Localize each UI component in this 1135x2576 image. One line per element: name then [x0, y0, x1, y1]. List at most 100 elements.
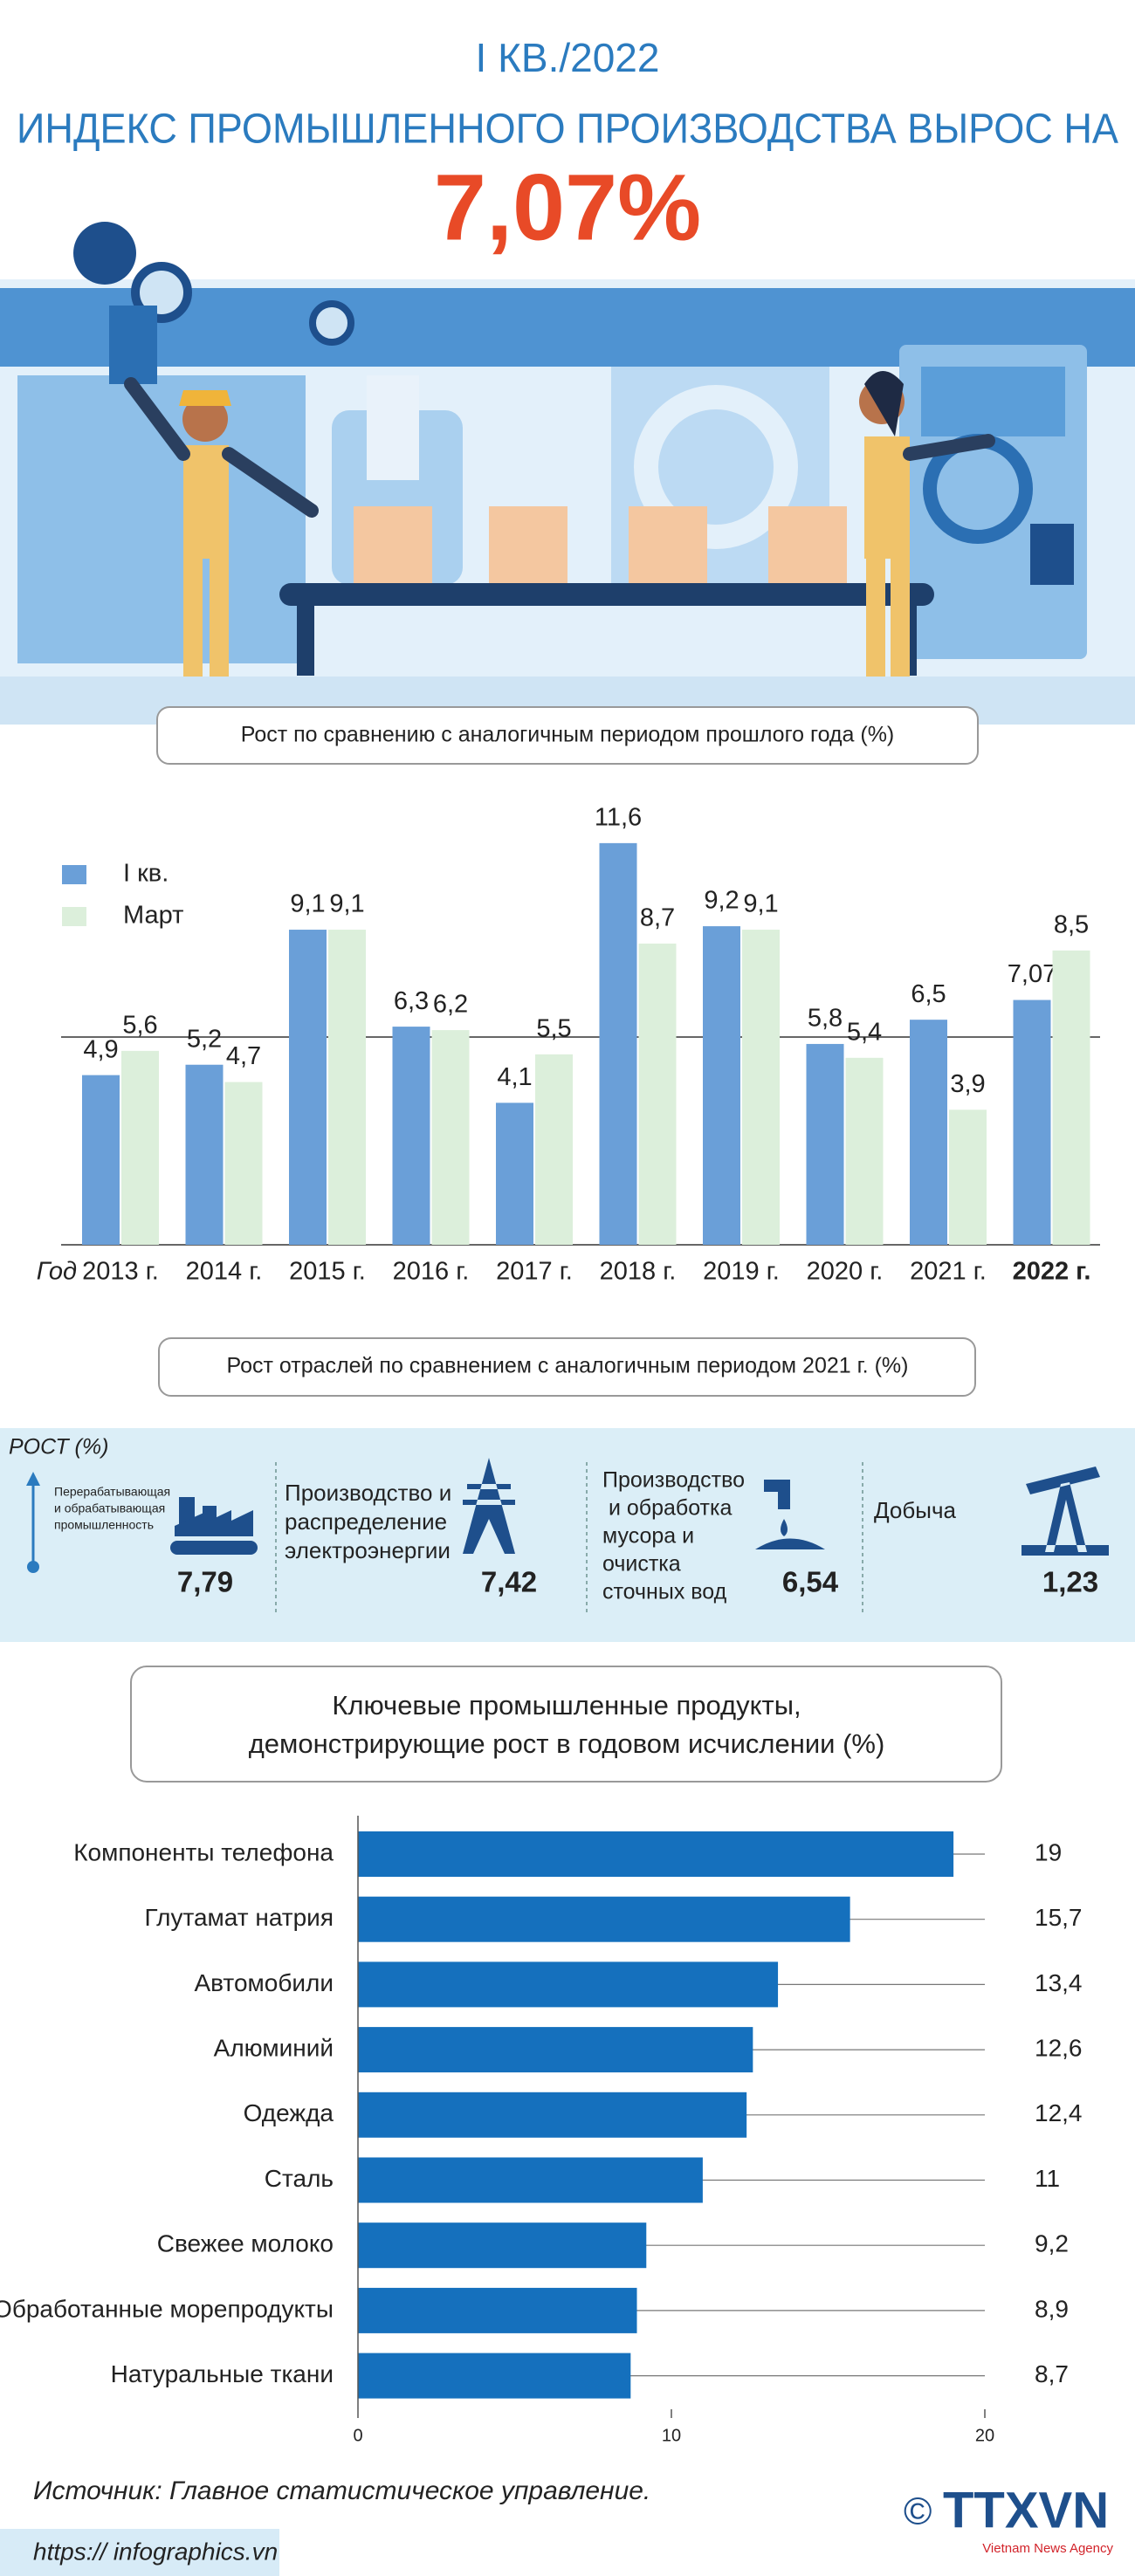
value-label: 8,7	[1035, 2360, 1069, 2387]
value-label: 12,6	[1035, 2034, 1083, 2061]
illustration	[0, 222, 1135, 725]
category-label: Автомобили	[195, 1969, 334, 1996]
category-label: Одежда	[244, 2099, 334, 2126]
bar	[358, 2157, 703, 2203]
bar	[328, 930, 366, 1245]
bar	[121, 1050, 159, 1245]
section-box	[130, 1666, 1002, 1783]
value-label: 4,7	[226, 1042, 261, 1070]
x-tick-label: 2016 г.	[393, 1258, 470, 1286]
value-label: 9,2	[1035, 2230, 1069, 2257]
value-label: 7,07	[1008, 960, 1056, 988]
bar	[358, 2287, 637, 2333]
x-tick-label: 2021 г.	[910, 1258, 987, 1286]
sector-value: 6,54	[782, 1566, 839, 1598]
value-label: 5,8	[808, 1005, 843, 1033]
url: https:// infographics.vn	[33, 2538, 278, 2565]
value-label: 11	[1035, 2165, 1060, 2192]
sector-label: и обрабатывающая	[54, 1501, 165, 1515]
separators	[275, 1462, 863, 1615]
bar	[358, 2027, 753, 2073]
section-box	[156, 706, 979, 765]
x-tick-label: 2017 г.	[496, 1258, 573, 1286]
bar	[496, 1103, 533, 1245]
x-tick-label: 2019 г.	[703, 1258, 780, 1286]
sector-label: очистка	[602, 1552, 681, 1577]
bar	[638, 943, 677, 1245]
bar	[535, 1054, 573, 1245]
x-tick-label: 10	[662, 2426, 681, 2445]
sectors-title: Рост отраслей по сравнением с аналогичны…	[227, 1354, 909, 1378]
bar	[358, 1831, 954, 1877]
x-tick-label: 2018 г.	[600, 1258, 677, 1286]
value-label: 11,6	[595, 804, 642, 832]
value-label: 9,1	[743, 890, 778, 918]
category-label: Сталь	[265, 2165, 334, 2192]
sector-label: Производство и	[285, 1480, 451, 1506]
bar	[358, 1961, 779, 2008]
legend-label: I кв.	[123, 860, 169, 888]
value-label: 4,1	[497, 1063, 532, 1091]
section-box	[158, 1337, 976, 1397]
value-label: 9,1	[290, 890, 325, 918]
x-tick-label: 2013 г.	[82, 1258, 159, 1286]
value-label: 4,9	[83, 1035, 118, 1063]
sector-label: распределение	[285, 1508, 447, 1535]
x-tick-label: 2014 г.	[186, 1258, 263, 1286]
sector-label: и обработка	[602, 1496, 732, 1521]
value-label: 15,7	[1035, 1904, 1083, 1931]
x-tick-label: 20	[975, 2426, 994, 2445]
bar	[1052, 950, 1090, 1245]
value-label: 9,2	[704, 887, 739, 915]
category-label: Компоненты телефона	[73, 1838, 334, 1865]
sector-label: Добыча	[874, 1497, 956, 1523]
bar	[358, 2092, 747, 2138]
logo: TTXVN	[943, 2482, 1109, 2538]
value-label: 5,5	[536, 1014, 571, 1042]
value-label: 13,4	[1035, 1969, 1083, 1996]
value-label: 5,2	[187, 1025, 222, 1053]
bar	[1013, 999, 1051, 1245]
value-label: 8,7	[640, 904, 675, 932]
value-label: 6,2	[433, 991, 468, 1019]
sector-value: 1,23	[1042, 1566, 1098, 1598]
legend-swatch	[62, 865, 86, 884]
value-label: 12,4	[1035, 2099, 1083, 2126]
bar-chart-title: Рост по сравнению с аналогичным периодом…	[241, 723, 895, 747]
sector-label: промышленность	[54, 1518, 154, 1532]
value-label: 5,6	[122, 1012, 157, 1040]
arrow-head	[26, 1472, 40, 1486]
bar	[845, 1057, 884, 1245]
value-label: 19	[1035, 1838, 1062, 1865]
x-axis-label: Год	[37, 1258, 77, 1286]
value-label: 6,3	[394, 987, 429, 1015]
sector-label: Производство	[602, 1468, 745, 1493]
legend-swatch	[62, 907, 86, 926]
value-label: 3,9	[950, 1070, 985, 1098]
bar	[358, 1896, 850, 1942]
bar	[703, 926, 740, 1245]
icons	[170, 1458, 1109, 1556]
logo-symbol: ©	[904, 2490, 932, 2533]
kicker: I КВ./2022	[476, 35, 660, 80]
sectors-axis-label: РОСТ (%)	[9, 1435, 108, 1460]
bar	[806, 1043, 844, 1245]
bar	[82, 1075, 120, 1245]
category-label: Обработанные морепродукты	[0, 2295, 334, 2322]
value-label: 8,9	[1035, 2295, 1069, 2322]
legend-label: Март	[123, 902, 183, 930]
sector-label: мусора и	[602, 1524, 694, 1549]
url-band	[0, 2529, 279, 2576]
sectors-band	[0, 1428, 1135, 1642]
value-label: 9,1	[329, 890, 364, 918]
sector-label: электроэнергии	[285, 1537, 451, 1563]
bar	[358, 2222, 647, 2269]
bar	[289, 930, 327, 1245]
sector-label: сточных вод	[602, 1580, 727, 1604]
headline-figure: 7,07%	[434, 155, 701, 260]
sector-value: 7,79	[177, 1566, 233, 1598]
value-label: 5,4	[847, 1018, 882, 1046]
category-label: Алюминий	[214, 2034, 334, 2061]
bar	[392, 1027, 430, 1245]
